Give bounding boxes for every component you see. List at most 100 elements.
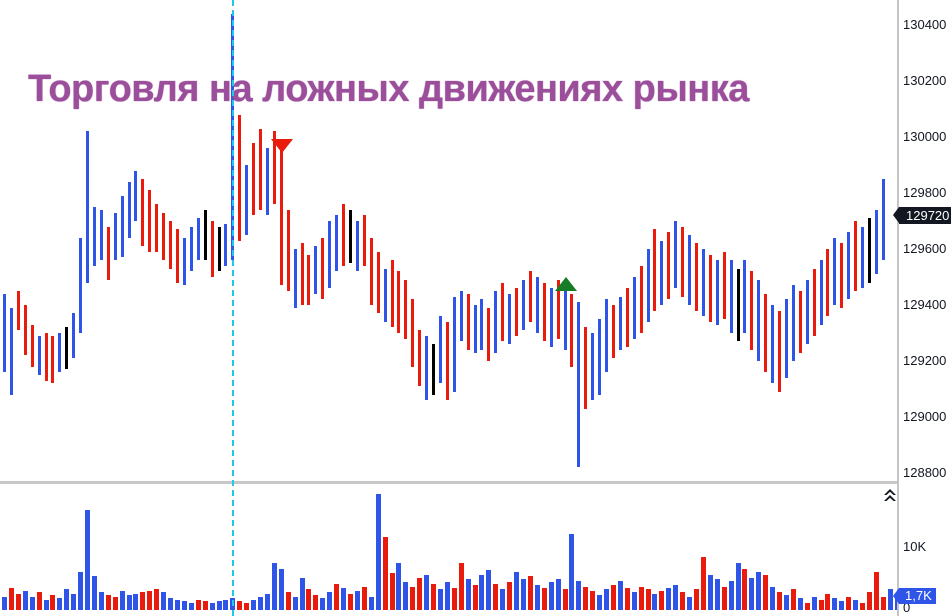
volume-bar xyxy=(105,595,111,610)
price-bar xyxy=(715,260,719,325)
price-tick-label: 129600 xyxy=(903,241,947,256)
price-bar xyxy=(432,344,436,395)
price-bar xyxy=(528,271,532,322)
volume-bar xyxy=(783,595,789,610)
price-bar xyxy=(279,145,283,286)
price-bar xyxy=(494,291,498,353)
volume-bar xyxy=(465,579,471,610)
price-scale-axis[interactable]: 130400 130200 130000 129800 129600 129400 1292… xyxy=(892,0,951,616)
price-bar xyxy=(577,302,581,468)
volume-bar xyxy=(534,585,540,610)
volume-bar xyxy=(181,601,187,610)
volume-bar xyxy=(91,576,97,610)
volume-bar xyxy=(2,596,7,610)
price-bar xyxy=(778,310,782,392)
volume-bar xyxy=(548,582,554,610)
price-bar xyxy=(169,221,173,269)
price-bar xyxy=(293,249,297,308)
volume-bar xyxy=(98,592,104,610)
volume-bar xyxy=(555,579,561,610)
volume-bar xyxy=(818,599,824,610)
price-bar xyxy=(369,237,373,305)
price-bar xyxy=(570,293,574,367)
price-bar xyxy=(86,131,90,283)
price-bar xyxy=(189,226,193,272)
price-bar xyxy=(522,279,525,331)
price-chart-panel[interactable] xyxy=(0,0,897,483)
volume-bar xyxy=(853,599,859,610)
price-bar xyxy=(868,218,871,283)
price-bar xyxy=(674,221,678,289)
chevron-double-up-icon[interactable] xyxy=(882,487,898,505)
price-bar xyxy=(681,226,685,297)
volume-bar xyxy=(334,583,340,610)
volume-bar xyxy=(604,589,610,610)
panel-divider-top[interactable] xyxy=(0,481,897,484)
volume-bar xyxy=(694,589,699,610)
volume-bar xyxy=(278,568,284,610)
volume-bar xyxy=(700,557,706,610)
volume-bar xyxy=(887,589,893,610)
volume-bar xyxy=(133,593,139,610)
price-bar xyxy=(238,114,242,241)
volume-bar xyxy=(320,598,326,610)
volume-bar xyxy=(354,590,360,610)
price-bar xyxy=(300,243,304,305)
price-bar xyxy=(23,305,27,356)
price-bar xyxy=(272,131,276,205)
price-bar xyxy=(729,260,733,333)
price-bar xyxy=(148,190,152,252)
volume-bar xyxy=(327,592,333,610)
price-bar xyxy=(695,243,698,311)
price-bar xyxy=(771,305,775,384)
volume-bar xyxy=(507,582,513,610)
price-bar xyxy=(501,282,505,342)
volume-bar xyxy=(562,589,568,610)
price-bar xyxy=(764,293,768,373)
price-bar xyxy=(563,285,567,350)
volume-bar xyxy=(147,590,153,610)
volume-bar xyxy=(790,589,796,610)
volume-bar xyxy=(313,595,319,610)
price-bar xyxy=(833,237,837,305)
volume-bar xyxy=(264,593,270,610)
volume-bar xyxy=(15,593,21,610)
price-bar xyxy=(106,226,110,280)
volume-bar xyxy=(756,571,762,610)
price-bar xyxy=(72,313,76,359)
volume-bar xyxy=(71,593,77,610)
price-bar xyxy=(708,254,712,322)
price-bar xyxy=(51,335,55,384)
volume-bar xyxy=(382,536,388,610)
volume-bar xyxy=(804,602,810,610)
volume-chart-panel[interactable] xyxy=(0,484,951,616)
volume-bar xyxy=(479,574,485,610)
volume-bar xyxy=(638,586,644,610)
price-bar xyxy=(397,271,401,333)
volume-bar xyxy=(728,580,734,610)
price-bar xyxy=(196,218,200,261)
price-bar xyxy=(466,293,470,350)
price-bar xyxy=(113,212,117,261)
volume-bar xyxy=(777,592,783,610)
buy-marker[interactable] xyxy=(554,277,577,292)
price-bar xyxy=(162,212,166,261)
price-bar xyxy=(307,254,311,305)
volume-bar xyxy=(617,580,623,610)
price-bar xyxy=(757,279,761,361)
volume-bar xyxy=(707,574,713,610)
volume-bar xyxy=(396,563,402,610)
volume-bar xyxy=(168,598,174,610)
volume-bar xyxy=(797,598,803,610)
volume-bar xyxy=(22,590,28,610)
price-bar xyxy=(584,327,588,409)
price-bar xyxy=(259,128,263,210)
sell-marker[interactable] xyxy=(270,139,293,154)
price-bar xyxy=(542,282,546,342)
volume-bar xyxy=(8,587,14,610)
volume-bar xyxy=(306,589,312,610)
price-bar xyxy=(92,207,96,266)
price-bar xyxy=(805,279,809,345)
volume-bar xyxy=(458,563,464,610)
volume-bar xyxy=(597,595,603,610)
